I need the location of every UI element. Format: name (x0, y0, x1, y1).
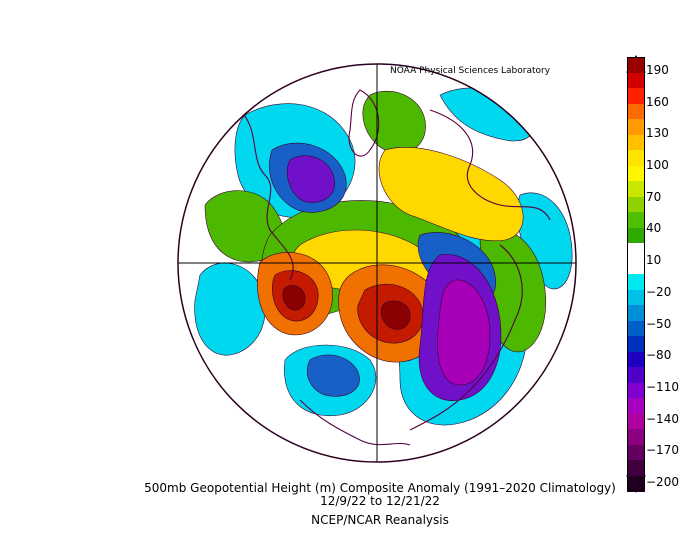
colorbar-tick-label: 100 (646, 158, 669, 173)
colorbar-segment (627, 351, 645, 368)
colorbar-tick-label: 70 (646, 189, 662, 204)
anomaly-magenta-east (437, 279, 491, 386)
colorbar-segment (627, 398, 645, 414)
colorbar-segment (627, 227, 645, 244)
colorbar-segment (627, 382, 645, 399)
colorbar-tick-label: 190 (646, 63, 669, 77)
coastline-asia (409, 244, 523, 431)
colorbar-segment (627, 475, 645, 492)
colorbar-segment (627, 243, 645, 259)
credit-text: NOAA Physical Sciences Laboratory (390, 66, 551, 76)
colorbar-segment (627, 274, 645, 290)
colorbar-tick-label: 10 (646, 253, 662, 268)
colorbar-segment (627, 460, 645, 476)
map-disc-border (177, 63, 577, 463)
anomaly-red-west-core (282, 285, 306, 311)
colorbar-segment (627, 150, 645, 166)
colorbar-tick-label: −110 (646, 379, 679, 394)
colorbar (627, 57, 645, 492)
colorbar-tick-label: 40 (646, 221, 662, 236)
anomaly-cyan-west (194, 262, 266, 356)
map-title: 500mb Geopotential Height (m) Composite … (144, 481, 616, 495)
colorbar-segment (627, 289, 645, 306)
colorbar-segment (627, 181, 645, 197)
anomaly-yellow-northeast (378, 147, 524, 242)
anomaly-red-east-core (380, 300, 411, 330)
colorbar-segment (627, 413, 645, 430)
colorbar-tick-label: −200 (646, 475, 679, 489)
coastline-greenland (348, 89, 380, 157)
colorbar-segment (627, 212, 645, 228)
colorbar-tick-label: 160 (646, 94, 669, 109)
coastline-north-america (239, 109, 294, 281)
colorbar-segment (627, 336, 645, 352)
colorbar-segment (627, 444, 645, 461)
colorbar-segment (627, 305, 645, 321)
anomaly-fields (194, 87, 573, 426)
colorbar-segment (627, 258, 645, 275)
coastlines (239, 89, 551, 446)
colorbar-tick-label: −20 (646, 284, 672, 299)
colorbar-tick-label: −50 (646, 316, 672, 331)
coastline-south (299, 399, 411, 446)
colorbar-segment (627, 103, 645, 120)
colorbar-border (627, 57, 645, 491)
data-source: NCEP/NCAR Reanalysis (311, 513, 449, 527)
colorbar-segment (627, 134, 645, 151)
colorbar-segment (627, 429, 645, 445)
colorbar-segment (627, 57, 645, 73)
colorbar-segment (627, 88, 645, 104)
colorbar-segment (627, 119, 645, 135)
anomaly-purple-nw (286, 155, 335, 203)
anomaly-blue-southwest (306, 354, 360, 397)
colorbar-segment (627, 367, 645, 383)
colorbar-tick-label: −80 (646, 348, 672, 363)
colorbar-segment (627, 72, 645, 89)
date-range: 12/9/22 to 12/21/22 (320, 494, 440, 508)
colorbar-tick-label: 130 (646, 126, 669, 141)
colorbar-tick-label: −140 (646, 411, 679, 426)
colorbar-tick-label: −170 (646, 443, 679, 458)
colorbar-segment (627, 165, 645, 182)
coastline-europe (429, 109, 551, 221)
colorbar-segment (627, 320, 645, 337)
colorbar-segment (627, 196, 645, 213)
